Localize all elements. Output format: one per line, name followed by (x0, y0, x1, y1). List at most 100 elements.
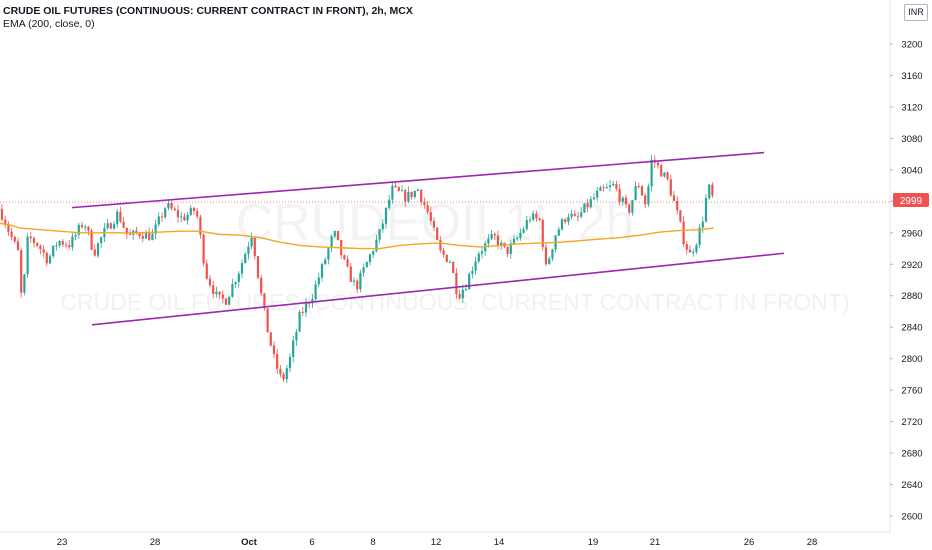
candle-down (685, 244, 688, 250)
price-tick-label: 2880 (901, 291, 922, 302)
candle-up (608, 185, 612, 188)
candle-up (84, 226, 87, 228)
candle-up (48, 256, 52, 264)
candle-down (45, 252, 48, 264)
time-tick-label: Oct (241, 537, 258, 548)
candle-up (516, 237, 519, 240)
channel-upper-trendline[interactable] (71, 151, 765, 209)
candle-up (621, 197, 624, 202)
candle-up (599, 187, 602, 191)
price-tick-label: 2800 (901, 354, 922, 365)
candle-down (109, 223, 112, 229)
candle-up (304, 302, 308, 313)
candle-down (602, 187, 605, 189)
candle-down (29, 236, 32, 239)
candle-up (596, 190, 599, 198)
candle-down (272, 345, 276, 354)
watermark-description: CRUDE OIL FUTURES (CONTINUOUS: CURRENT C… (60, 289, 849, 315)
indicator-legend[interactable]: EMA (200, close, 0) (3, 18, 95, 30)
candle-down (20, 250, 23, 293)
candle-down (429, 212, 432, 222)
candle-down (4, 219, 7, 226)
candle-down (308, 302, 311, 304)
candle-up (112, 224, 116, 229)
time-tick-label: 21 (650, 537, 661, 548)
candle-down (679, 210, 682, 222)
candle-down (90, 230, 93, 250)
candle-up (448, 261, 452, 263)
candle-down (87, 226, 90, 231)
candle-up (631, 200, 634, 213)
candle-up (583, 203, 586, 213)
candle-up (500, 242, 503, 246)
currency-button[interactable]: INR (904, 4, 928, 21)
candle-up (695, 244, 698, 252)
candle-up (189, 207, 192, 215)
candle-down (16, 241, 20, 251)
candle-down (205, 263, 208, 279)
candle-down (68, 245, 71, 248)
candle-down (637, 186, 640, 188)
candle-up (480, 251, 484, 254)
candle-down (676, 200, 679, 211)
price-tick-label: 2920 (901, 260, 922, 271)
candle-up (548, 258, 551, 265)
candle-up (365, 262, 368, 268)
candle-down (279, 368, 282, 375)
candle-down (141, 235, 144, 239)
candle-up (372, 251, 375, 255)
candle-down (199, 216, 202, 235)
candle-up (532, 213, 535, 220)
candle-down (253, 237, 256, 257)
time-tick-label: 14 (494, 537, 505, 548)
candle-down (420, 189, 423, 203)
candle-up (525, 220, 528, 230)
candle-down (343, 255, 346, 260)
candle-down (576, 215, 580, 217)
candle-down (458, 294, 461, 299)
price-tick-label: 2640 (901, 480, 922, 491)
candle-down (669, 179, 672, 196)
candle-up (698, 227, 701, 245)
price-tick-label: 2600 (901, 512, 922, 523)
price-tick-label: 3160 (901, 71, 922, 82)
candle-down (64, 244, 68, 246)
candle-up (240, 263, 244, 274)
candle-down (212, 285, 215, 294)
candle-down (218, 291, 221, 295)
candle-up (352, 280, 356, 282)
candle-up (298, 311, 301, 332)
channel-lower-trendline[interactable] (91, 252, 785, 326)
candle-down (192, 207, 196, 212)
candle-up (413, 190, 416, 198)
candle-down (336, 231, 340, 240)
candle-down (506, 246, 509, 254)
price-tick-label: 2760 (901, 386, 922, 397)
plot-area (0, 151, 890, 384)
candle-up (164, 208, 167, 218)
time-axis[interactable]: 23 28 Oct 6 8 12 14 19 21 26 28 (0, 531, 890, 548)
candle-down (122, 221, 125, 228)
candle-up (333, 231, 336, 237)
candle-up (288, 356, 292, 369)
candle-up (416, 189, 420, 191)
ema-200-line[interactable] (0, 222, 715, 250)
time-tick-label: 28 (807, 537, 818, 548)
candle-up (650, 159, 653, 187)
candle-up (528, 219, 532, 221)
candle-up (106, 223, 109, 229)
candle-down (672, 195, 676, 201)
candle-up (490, 233, 493, 239)
candle-up (708, 184, 711, 199)
price-axis[interactable]: 2600 2640 2680 2720 2760 2800 2840 2880 2920 2960… (889, 0, 923, 532)
candle-up (477, 253, 480, 262)
candle-down (183, 216, 186, 221)
candle-up (381, 223, 384, 230)
candle-down (615, 184, 618, 189)
candle-down (573, 213, 576, 216)
candle-down (397, 187, 400, 191)
candle-down (10, 231, 13, 237)
candle-down (432, 221, 436, 228)
candle-up (180, 216, 183, 218)
